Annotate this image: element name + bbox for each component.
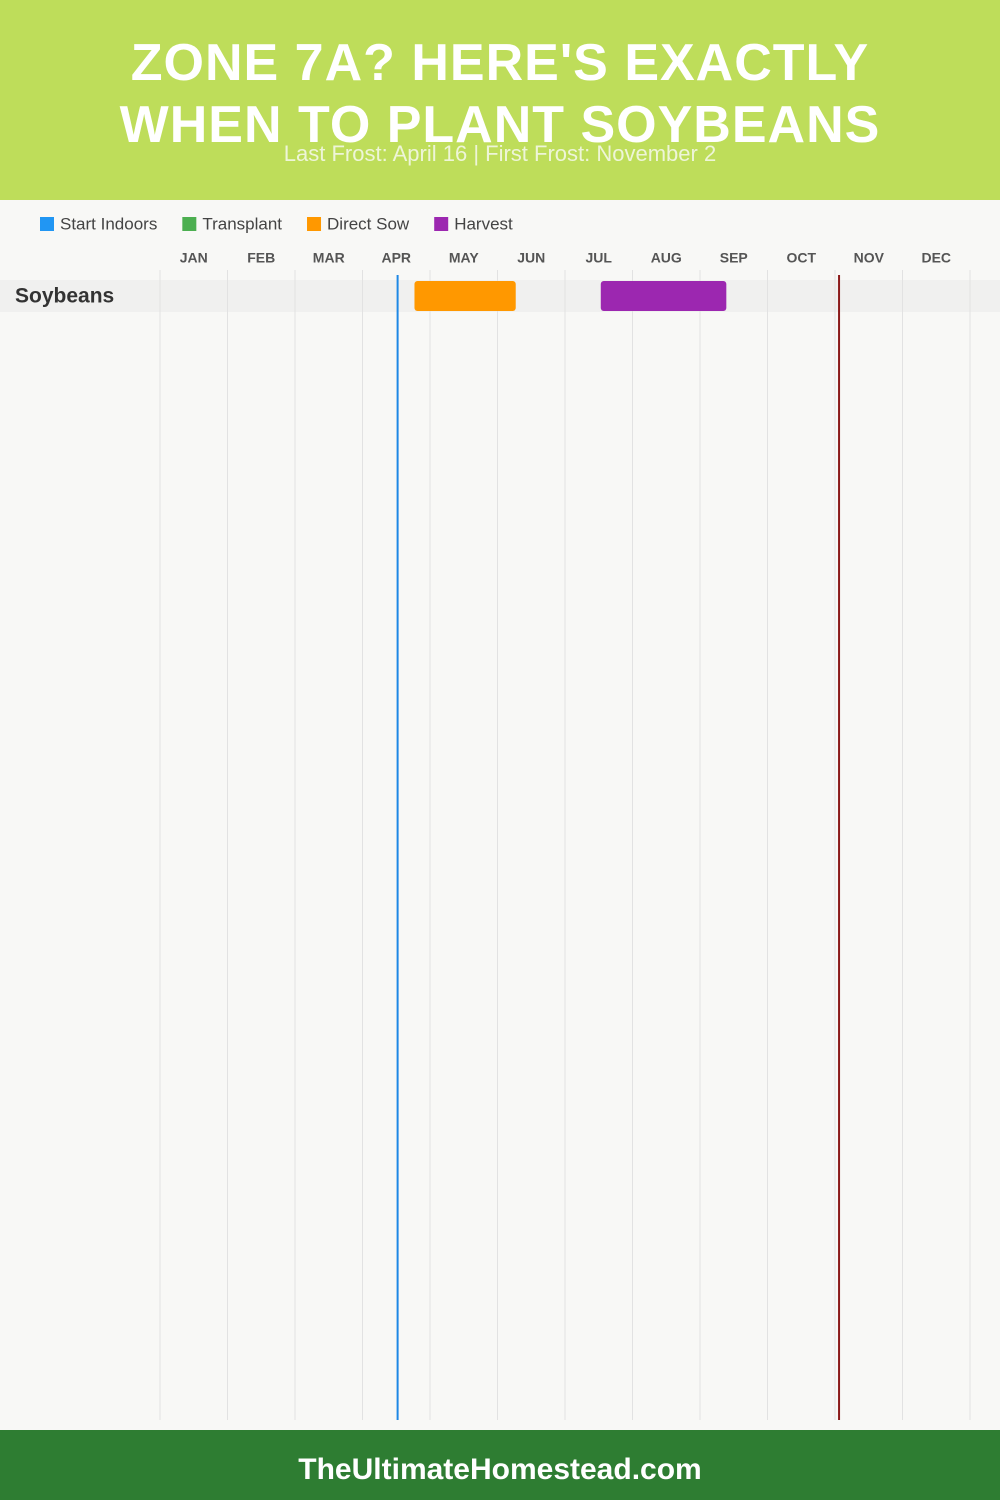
legend-swatch [182,217,197,231]
range-bar [414,281,516,311]
month-label: MAR [313,250,345,266]
crop-label: Soybeans [15,285,114,308]
legend-swatch [307,217,322,231]
chart-title: ZONE 7A? HERE'S EXACTLY WHEN TO PLANT SO… [119,34,881,154]
month-label: OCT [786,250,816,266]
legend-label: Direct Sow [327,214,410,233]
month-label: JUL [586,250,613,266]
footer: TheUltimateHomestead.com [298,1453,701,1486]
legend-swatch [434,217,449,231]
legend-label: Start Indoors [60,214,157,233]
month-label: NOV [854,250,885,266]
header-bg [0,0,1000,200]
month-label: JAN [180,250,208,266]
month-label: APR [381,250,411,266]
month-label: JUN [517,250,545,266]
range-bar [600,281,727,311]
month-label: DEC [921,250,951,266]
month-label: SEP [720,250,748,266]
month-label: FEB [247,250,275,266]
footer-bg [0,1430,1000,1500]
legend-label: Harvest [454,214,513,233]
subtitle: Last Frost: April 16 | First Frost: Nove… [284,141,716,166]
month-label: AUG [651,250,682,266]
legend-label: Transplant [202,214,282,233]
legend-swatch [40,217,54,231]
month-label: MAY [449,250,479,266]
